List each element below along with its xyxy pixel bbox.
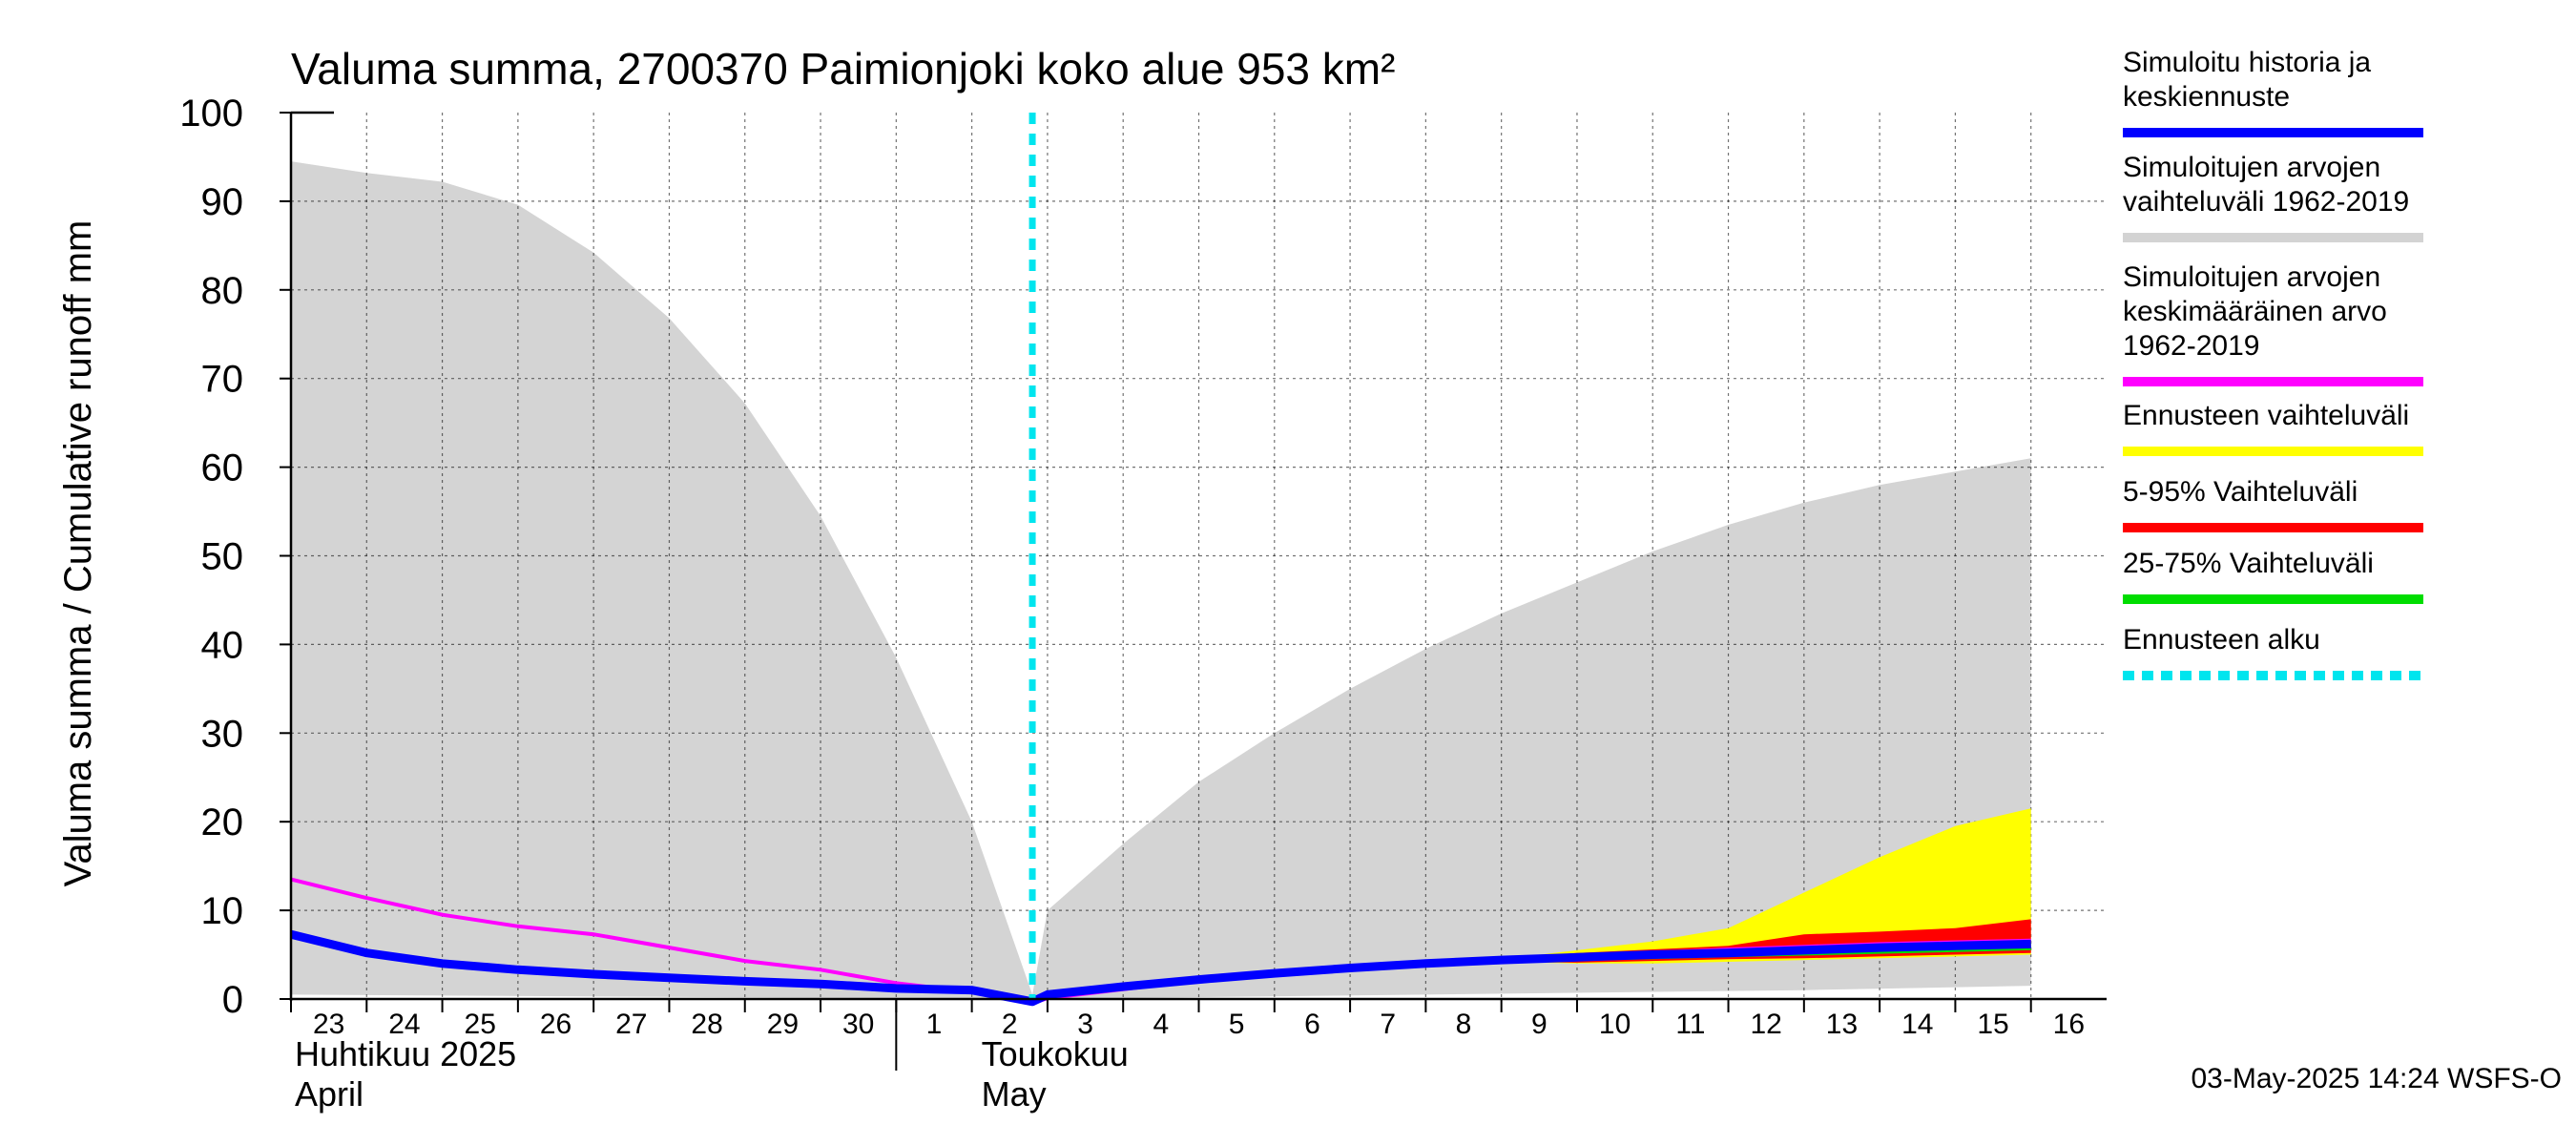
- legend-label: Ennusteen vaihteluväli: [2123, 400, 2409, 431]
- x-axis-ticks: 23 24 25 26 27 28 29 30 1 2 3 4 5 6 7 8 9 10 11 12 13 14 15 16: [290, 999, 2085, 1040]
- legend-label: keskimääräinen arvo: [2123, 296, 2387, 327]
- month-label-en: April: [295, 1074, 364, 1114]
- x-tick-label: 16: [2053, 1009, 2085, 1040]
- x-tick-label: 28: [691, 1009, 722, 1040]
- x-tick-label: 11: [1675, 1009, 1705, 1040]
- x-tick-label: 30: [842, 1009, 874, 1040]
- x-tick-label: 3: [1077, 1009, 1093, 1040]
- y-axis-label: Valuma summa / Cumulative runoff mm: [57, 220, 99, 887]
- legend-label: Simuloitu historia ja: [2123, 47, 2371, 78]
- x-tick-label: 10: [1599, 1009, 1631, 1040]
- legend-label: Simuloitujen arvojen: [2123, 261, 2380, 293]
- y-tick-label: 70: [201, 359, 244, 401]
- y-tick-label: 90: [201, 181, 244, 223]
- y-tick-label: 30: [201, 713, 244, 755]
- x-tick-label: 25: [465, 1009, 496, 1040]
- legend-label: 5-95% Vaihteluväli: [2123, 476, 2358, 508]
- legend-label: Simuloitujen arvojen: [2123, 152, 2380, 183]
- x-tick-label: 29: [767, 1009, 799, 1040]
- forecast-range-band: [1501, 808, 2031, 964]
- y-tick-label: 50: [201, 536, 244, 578]
- x-tick-label: 9: [1531, 1009, 1548, 1040]
- y-tick-label: 0: [222, 979, 243, 1021]
- x-tick-label: 1: [926, 1009, 943, 1040]
- x-tick-label: 26: [540, 1009, 571, 1040]
- y-tick-label: 60: [201, 448, 244, 489]
- x-tick-label: 7: [1380, 1009, 1396, 1040]
- x-tick-label: 8: [1456, 1009, 1472, 1040]
- legend-label: vaihteluväli 1962-2019: [2123, 186, 2409, 218]
- x-tick-label: 23: [313, 1009, 344, 1040]
- y-tick-label: 10: [201, 890, 244, 932]
- y-tick-label: 20: [201, 802, 244, 843]
- legend-label: Ennusteen alku: [2123, 624, 2320, 656]
- x-tick-label: 15: [1977, 1009, 2008, 1040]
- y-tick-label: 100: [179, 93, 243, 135]
- x-tick-label: 4: [1153, 1009, 1170, 1040]
- x-tick-label: 5: [1229, 1009, 1245, 1040]
- month-label-fi: Huhtikuu 2025: [295, 1034, 516, 1073]
- x-tick-label: 2: [1002, 1009, 1018, 1040]
- x-tick-label: 27: [615, 1009, 647, 1040]
- legend-label: 1962-2019: [2123, 330, 2259, 362]
- legend-label: keskiennuste: [2123, 81, 2290, 113]
- x-tick-label: 14: [1901, 1009, 1933, 1040]
- chart-title: Valuma summa, 2700370 Paimionjoki koko a…: [291, 44, 1395, 94]
- x-tick-label: 6: [1304, 1009, 1320, 1040]
- legend-label: 25-75% Vaihteluväli: [2123, 548, 2374, 579]
- simulated-line: [289, 929, 2031, 1007]
- x-tick-label: 24: [388, 1009, 420, 1040]
- historical-range-area: [291, 161, 2031, 1000]
- series-lines: [289, 113, 2031, 1007]
- y-tick-label: 40: [201, 624, 244, 666]
- x-tick-label: 12: [1751, 1009, 1782, 1040]
- month-label-fi: Toukokuu: [982, 1034, 1129, 1073]
- historical-range-band: [291, 161, 2031, 1000]
- month-label-en: May: [982, 1074, 1047, 1114]
- footer-timestamp: 03-May-2025 14:24 WSFS-O: [2192, 1063, 2563, 1094]
- y-tick-label: 80: [201, 270, 244, 312]
- grid: [291, 113, 2107, 999]
- x-tick-label: 13: [1826, 1009, 1858, 1040]
- y-axis-ticks: 0 10 20 30 40 50 60 70 80 90 100: [179, 93, 291, 1021]
